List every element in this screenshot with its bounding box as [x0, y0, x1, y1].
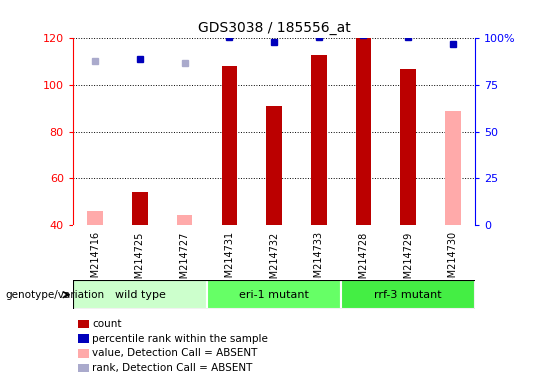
Bar [207, 280, 341, 309]
Text: genotype/variation: genotype/variation [5, 290, 105, 300]
Bar [266, 106, 282, 225]
Bar [400, 69, 416, 225]
Text: GSM214728: GSM214728 [359, 231, 368, 291]
Bar [445, 111, 461, 225]
Text: eri-1 mutant: eri-1 mutant [239, 290, 309, 300]
Text: GSM214733: GSM214733 [314, 231, 324, 290]
Text: count: count [92, 319, 122, 329]
Text: GSM214732: GSM214732 [269, 231, 279, 291]
Title: GDS3038 / 185556_at: GDS3038 / 185556_at [198, 21, 350, 35]
Text: GSM214731: GSM214731 [224, 231, 234, 290]
Text: wild type: wild type [114, 290, 165, 300]
Bar [356, 38, 372, 225]
Text: percentile rank within the sample: percentile rank within the sample [92, 334, 268, 344]
Bar [87, 211, 103, 225]
Text: rank, Detection Call = ABSENT: rank, Detection Call = ABSENT [92, 363, 253, 373]
Bar [221, 66, 237, 225]
Bar [311, 55, 327, 225]
Bar [73, 280, 207, 309]
Text: GSM214727: GSM214727 [180, 231, 190, 291]
Text: GSM214716: GSM214716 [90, 231, 100, 290]
Text: GSM214730: GSM214730 [448, 231, 458, 290]
Bar [341, 280, 475, 309]
Text: rrf-3 mutant: rrf-3 mutant [374, 290, 442, 300]
Text: GSM214729: GSM214729 [403, 231, 413, 291]
Text: value, Detection Call = ABSENT: value, Detection Call = ABSENT [92, 348, 258, 358]
Bar [132, 192, 148, 225]
Text: GSM214725: GSM214725 [135, 231, 145, 291]
Bar [177, 215, 192, 225]
